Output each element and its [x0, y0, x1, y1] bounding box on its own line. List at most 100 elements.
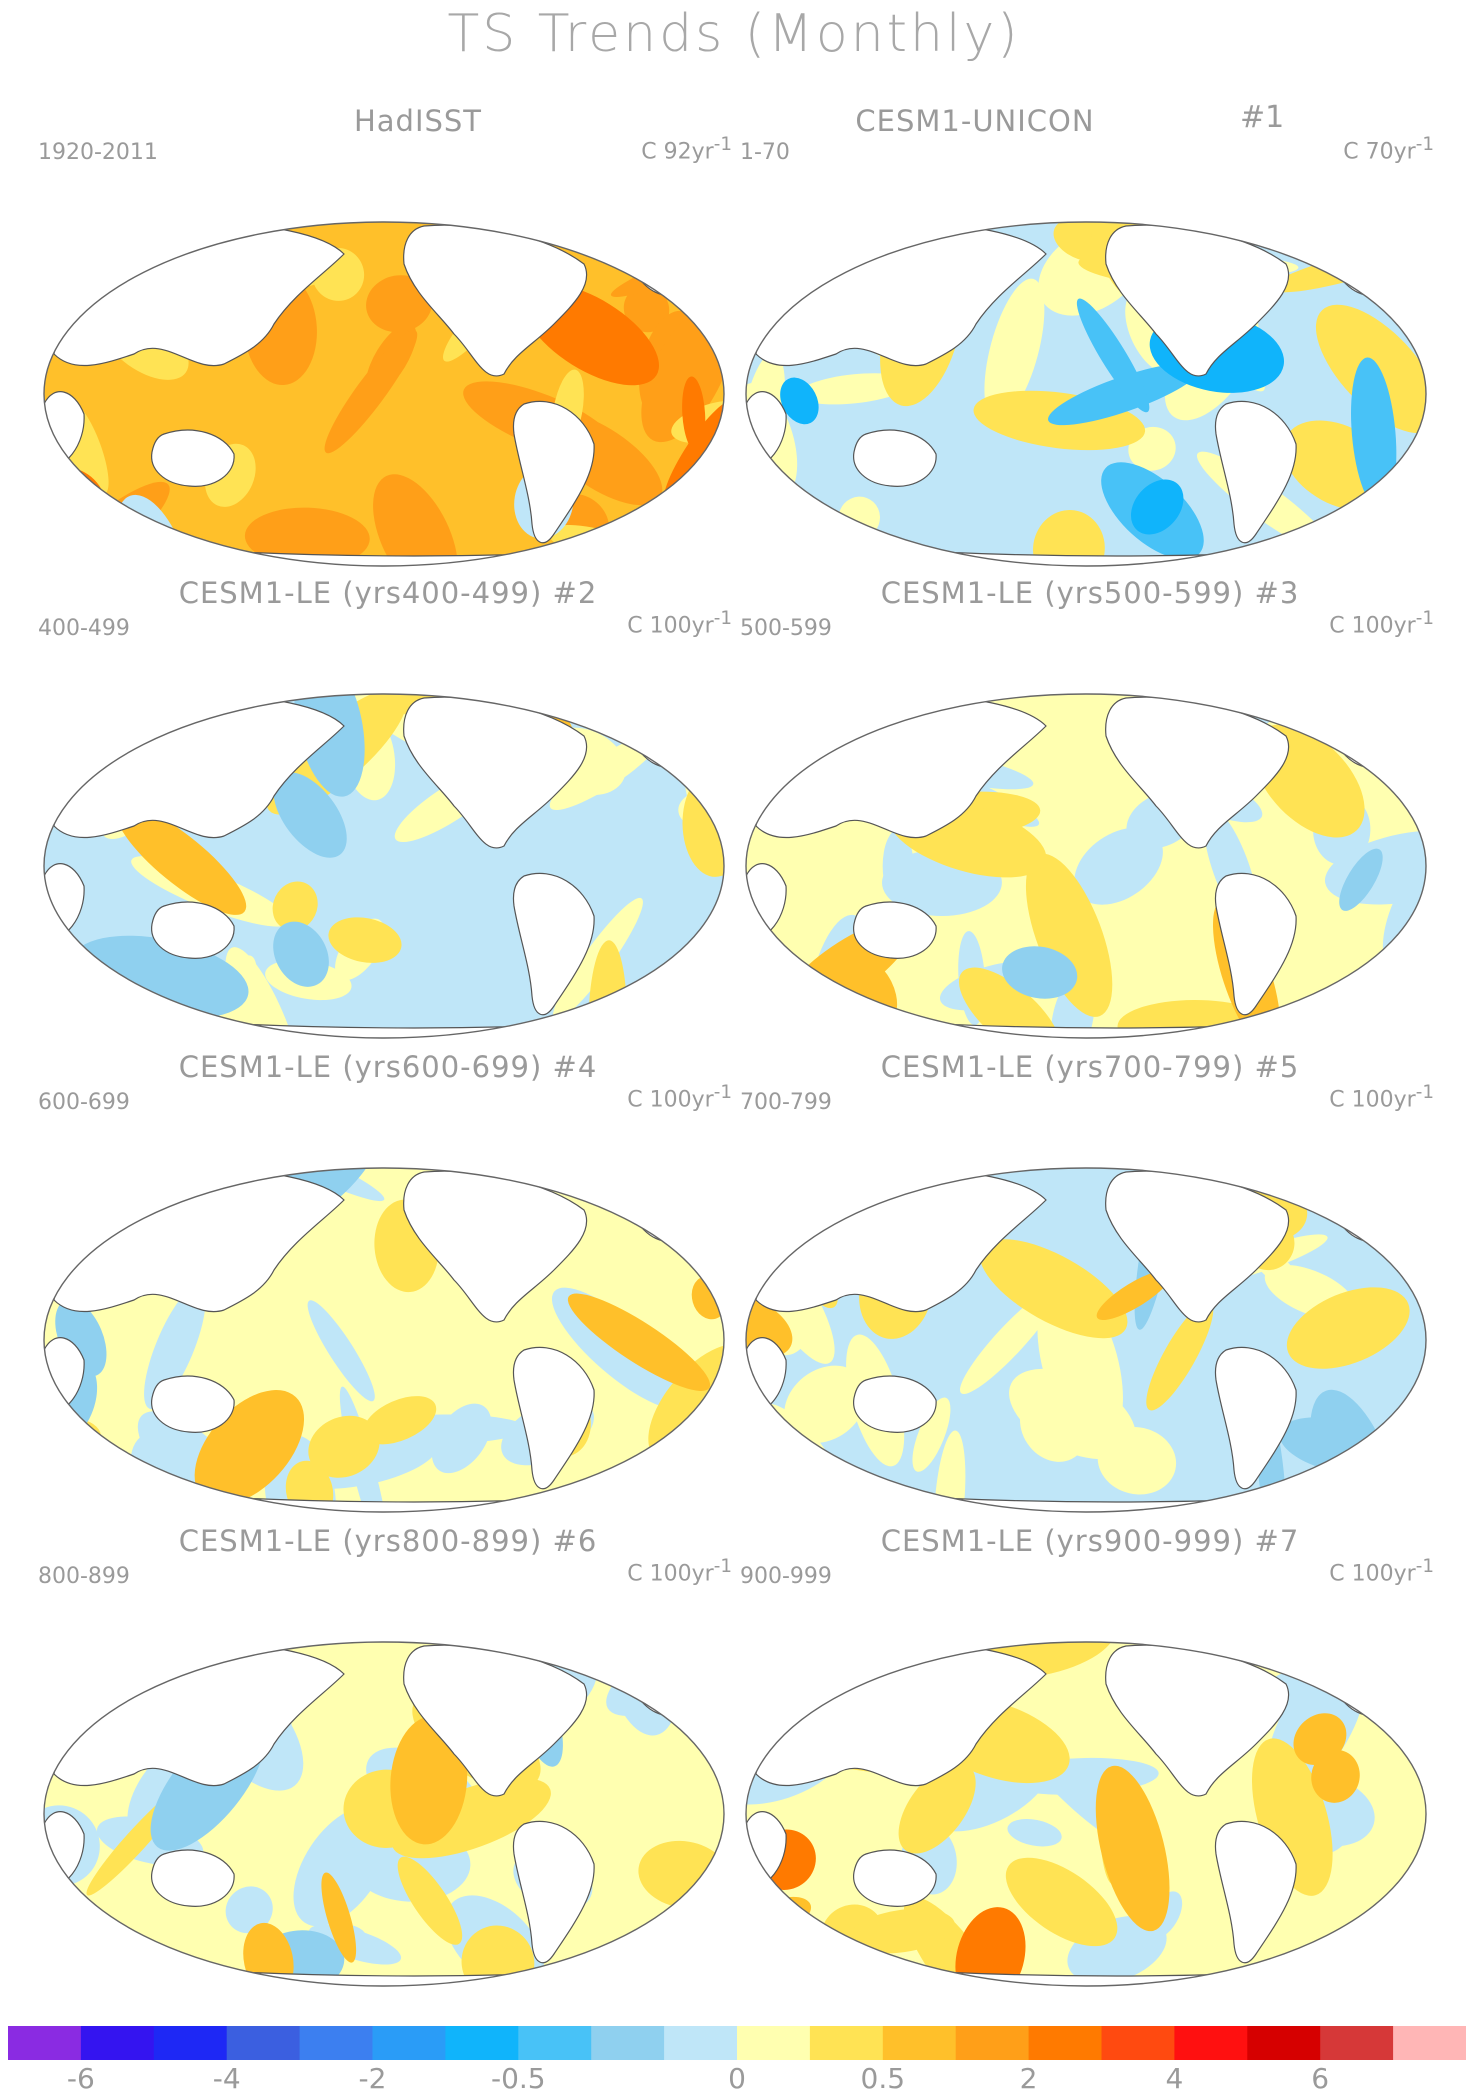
colorbar: [8, 2026, 1466, 2060]
panel-title: CESM1-LE (yrs600-699) #4: [178, 1050, 598, 1084]
colorbar-label: 0: [728, 2062, 746, 2095]
trend-patch: [1130, 479, 1184, 535]
map-outline: [745, 693, 1427, 1039]
trend-patch: [431, 1403, 492, 1474]
panel-years: 1-70: [740, 140, 790, 165]
panel-units: C 100yr-1: [627, 1082, 732, 1113]
land-mass: [403, 1644, 588, 1797]
land-mass: [1214, 1820, 1297, 1964]
map-panel-hadisst: HadISST 1920-2011 C 92yr-1: [38, 104, 738, 584]
land-mass: [403, 696, 588, 849]
land-mass: [1214, 872, 1297, 1016]
trend-patch: [225, 1886, 273, 1934]
trend-patch: [321, 1872, 357, 1963]
trend-patch: [366, 275, 433, 333]
map-panel-le-500: CESM1-LE (yrs500-599) #3 500-599 C 100yr…: [740, 576, 1440, 1056]
trend-patch: [567, 1293, 711, 1391]
trend-patch: [979, 1239, 1128, 1339]
map-outline: [43, 693, 725, 1039]
land-mass: [403, 1170, 588, 1323]
trend-patch: [1286, 1287, 1410, 1369]
panel-units: C 100yr-1: [627, 1556, 732, 1587]
map-panel-le-600: CESM1-LE (yrs600-699) #4 600-699 C 100yr…: [38, 1050, 738, 1530]
colorbar-label: 6: [1311, 2062, 1330, 2095]
trend-patch: [658, 1168, 724, 1221]
trend-patch: [1007, 1819, 1062, 1847]
colorbar-label: -4: [212, 2062, 241, 2095]
trend-patch: [363, 1396, 437, 1445]
trend-patch: [1033, 509, 1105, 566]
map-outline: [745, 221, 1427, 567]
panel-years: 800-899: [38, 1564, 130, 1589]
land-mass: [151, 429, 235, 487]
colorbar-swatch: [1320, 2026, 1394, 2060]
trend-patch: [1096, 1270, 1172, 1321]
colorbar-swatch: [1174, 2026, 1248, 2060]
land-mass: [1105, 1644, 1290, 1797]
trend-patch: [898, 1762, 976, 1854]
land-mass: [1105, 696, 1290, 849]
colorbar-swatch: [372, 2026, 446, 2060]
colorbar-label: 0.5: [860, 2062, 906, 2095]
trend-patch: [690, 1443, 724, 1489]
panel-title: CESM1-LE (yrs400-499) #2: [178, 576, 598, 610]
trend-patch: [608, 1015, 697, 1036]
panel-years: 600-699: [38, 1090, 130, 1115]
panel-units: C 70yr-1: [1343, 134, 1434, 165]
trend-patch: [373, 474, 458, 566]
map-svg: [745, 1641, 1427, 1987]
trend-patch: [1146, 1301, 1214, 1411]
panel-units: C 100yr-1: [627, 608, 732, 639]
trend-patch: [273, 921, 329, 987]
colorbar-swatch: [226, 2026, 301, 2060]
trend-patch: [244, 507, 370, 566]
panel-years: 900-999: [740, 1564, 832, 1589]
colorbar-swatch: [1101, 2026, 1175, 2060]
trend-patch: [682, 376, 706, 452]
trend-patch: [44, 943, 63, 1038]
trend-patch: [1025, 853, 1113, 1017]
colorbar-swatch: [809, 2026, 884, 2060]
trend-patch: [1311, 1749, 1360, 1803]
colorbar-swatch: [591, 2026, 665, 2060]
map-svg: [745, 221, 1427, 567]
trend-patch: [610, 242, 724, 297]
colorbar-labels: -6 -4 -2 -0.5 0 0.5 2 4 6: [8, 2062, 1466, 2095]
trend-patch: [1351, 357, 1397, 510]
trend-patch: [308, 1415, 380, 1478]
trend-patch: [882, 829, 914, 903]
colorbar-label: -2: [358, 2062, 387, 2095]
panel-years: 400-499: [38, 616, 130, 641]
panel-title: CESM1-LE (yrs800-899) #6: [178, 1524, 598, 1558]
trend-patch: [750, 1930, 826, 1973]
panel-years: 1920-2011: [38, 140, 158, 165]
land-mass: [1214, 1346, 1297, 1490]
trend-patch: [775, 222, 827, 267]
colorbar-swatch: [153, 2026, 228, 2060]
land-mass: [151, 1375, 235, 1433]
colorbar-svg: [8, 2026, 1466, 2060]
map-outline: [43, 1167, 725, 1513]
map-svg: [43, 221, 725, 567]
trend-patch: [324, 330, 418, 454]
panel-title: CESM1-LE (yrs500-599) #3: [880, 576, 1300, 610]
trend-patch: [623, 285, 670, 333]
trend-patch: [665, 222, 724, 295]
figure-title: TS Trends (Monthly): [447, 4, 1021, 64]
trend-patch: [746, 1458, 824, 1512]
land-mass: [512, 1346, 595, 1490]
colorbar-label: -0.5: [490, 2062, 546, 2095]
map-svg: [745, 693, 1427, 1039]
panel-years: 700-799: [740, 1090, 832, 1115]
trend-patch: [1117, 999, 1271, 1038]
trend-patch: [1394, 730, 1426, 793]
land-mass: [512, 1820, 595, 1964]
panel-title: CESM1-LE (yrs700-799) #5: [880, 1050, 1300, 1084]
trend-patch: [746, 1473, 862, 1512]
land-mass: [1105, 1170, 1290, 1323]
map-svg: [745, 1167, 1427, 1513]
trend-patch: [1002, 946, 1078, 999]
colorbar-swatch: [80, 2026, 155, 2060]
map-panel-unicon: CESM1-UNICON #1 1-70 C 70yr-1: [740, 100, 1440, 584]
trend-patch: [144, 1285, 206, 1410]
